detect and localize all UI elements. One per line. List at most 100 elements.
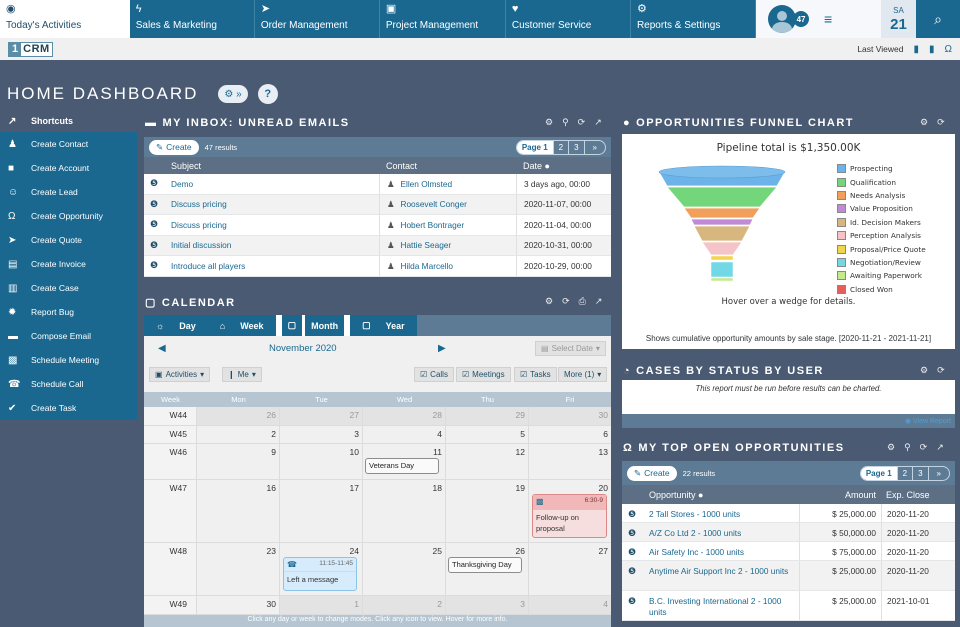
holiday-event[interactable]: Thanksgiving Day [448,557,522,573]
gear-icon[interactable]: ⚙ [887,442,896,452]
calendar-day[interactable]: 4 [529,596,611,614]
nav-tab-sales-marketing[interactable]: ϟ Sales & Marketing [130,0,255,38]
document-icon[interactable]: ▮ [929,43,935,55]
refresh-icon[interactable]: ⟳ [562,296,570,306]
next-month-button[interactable]: ▶ [438,343,446,354]
column-subject[interactable]: Subject [171,160,202,171]
create-opportunity-button[interactable]: ✎ Create [627,465,677,481]
info-icon[interactable]: ❺ [627,509,637,519]
calendar-day[interactable]: 26 Thanksgiving Day [446,543,529,595]
refresh-icon[interactable]: ⟳ [937,365,945,375]
calendar-day[interactable]: 17 [280,480,363,542]
more-pages-button[interactable]: » [592,142,597,152]
sidebar-item-schedule-call[interactable]: ☎ Schedule Call [8,378,84,390]
calendar-day[interactable]: 26 [197,407,280,425]
info-icon[interactable]: ❺ [627,528,637,538]
search-icon[interactable]: ⚲ [562,117,569,127]
page-2-button[interactable]: 2 [898,466,914,480]
more-dropdown[interactable]: More (1) ▾ [558,367,608,382]
sidebar-item-compose-email[interactable]: ▬ Compose Email [8,330,91,342]
gear-icon[interactable]: ⚙ [920,117,929,127]
sidebar-item-create-contact[interactable]: ♟ Create Contact [8,138,89,150]
column-contact[interactable]: Contact [386,160,418,171]
calendar-day[interactable]: 23 [197,543,280,595]
nav-tab-reports-settings[interactable]: ⚙ Reports & Settings [631,0,757,38]
nav-tab-customer-service[interactable]: ♥ Customer Service [506,0,631,38]
calendar-day[interactable]: 9 [197,444,280,479]
funnel-graphic[interactable] [657,162,787,292]
notification-badge[interactable]: 47 [792,10,811,28]
nav-tab-todays-activities[interactable]: ◉ Today's Activities [0,0,130,38]
page-3-button[interactable]: 3 [569,140,585,154]
search-icon[interactable]: ⌕ [916,0,960,38]
week-number[interactable]: W44 [144,407,197,425]
column-date[interactable]: Date ● [523,160,550,171]
dashboard-settings-button[interactable]: ⚙ » [218,85,248,103]
calendar-day[interactable]: 13 [598,447,608,457]
calendar-day[interactable]: 28 [363,407,446,425]
calendar-day[interactable]: 6 [603,429,608,439]
calendar-day[interactable]: 24 ☎ 11:15-11:45 Left a message [280,543,363,595]
week-number[interactable]: W46 [144,444,197,479]
calendar-day[interactable]: 5 [446,426,529,443]
calendar-day[interactable]: 30 [529,407,611,425]
sidebar-item-create-task[interactable]: ✔ Create Task [8,402,77,414]
calendar-day[interactable]: 3 [280,426,363,443]
page-2-button[interactable]: 2 [554,140,570,154]
more-pages-button[interactable]: » [936,468,941,478]
calendar-day[interactable]: 16 [197,480,280,542]
document-icon[interactable]: ▮ [913,43,919,55]
tab-year[interactable]: ▢ Year [350,315,417,336]
gear-icon[interactable]: ⚙ [920,365,929,375]
help-button[interactable]: ? [257,84,278,104]
sidebar-item-create-invoice[interactable]: ▤ Create Invoice [8,258,86,270]
tab-month[interactable]: ▢ Month [275,315,351,336]
calendar-day[interactable]: 2 [197,426,280,443]
calendar-day[interactable]: 27 [598,546,608,556]
calendar-day[interactable]: 20 ▩ 6:30-9 Follow-up on proposal [529,480,611,542]
tasks-toggle[interactable]: ☑ Tasks [514,367,557,382]
nav-tab-project-management[interactable]: ▣ Project Management [380,0,506,38]
week-number[interactable]: W49 [144,596,197,614]
sidebar-item-create-case[interactable]: ▥ Create Case [8,282,79,294]
nav-tab-order-management[interactable]: ➤ Order Management [255,0,380,38]
prev-month-button[interactable]: ◀ [158,343,166,354]
calendar-day[interactable]: 12 [446,444,529,479]
info-icon[interactable]: ❺ [149,198,159,209]
week-number[interactable]: W45 [144,426,197,443]
print-icon[interactable]: ⎙ [578,296,586,306]
sidebar-item-create-lead[interactable]: ☺ Create Lead [8,186,78,198]
user-filter-dropdown[interactable]: ❙ Me ▾ [222,367,262,382]
refresh-icon[interactable]: ⟳ [577,117,586,127]
info-icon[interactable]: ❺ [627,547,637,557]
info-icon[interactable]: ❺ [149,178,159,189]
avatar[interactable] [768,5,797,33]
call-event[interactable]: ☎ 11:15-11:45 Left a message [283,557,357,591]
calendar-day[interactable]: 18 [363,480,446,542]
page-1-button[interactable]: Page 1 [516,140,554,154]
activities-dropdown[interactable]: ▣ Activities ▾ [149,367,211,382]
external-link-icon[interactable]: ↗ [594,117,602,127]
page-3-button[interactable]: 3 [913,466,929,480]
page-1-button[interactable]: Page 1 [860,466,898,480]
calendar-day[interactable]: 11 Veterans Day [363,444,446,479]
select-date-button[interactable]: ▤ Select Date ▾ [535,341,606,356]
last-viewed-label[interactable]: Last Viewed [857,44,904,54]
calendar-day[interactable]: 27 [280,407,363,425]
sidebar-item-create-account[interactable]: ■ Create Account [8,162,90,174]
info-icon[interactable]: ❺ [627,596,637,606]
calls-toggle[interactable]: ☑ Calls [414,367,454,382]
refresh-icon[interactable]: ⟳ [919,442,928,452]
calendar-day[interactable]: 4 [363,426,446,443]
hamburger-menu-icon[interactable]: ≡ [824,11,833,27]
week-number[interactable]: W47 [144,480,197,542]
holiday-event[interactable]: Veterans Day [365,458,439,474]
calendar-day[interactable]: 30 [197,596,280,614]
calendar-day[interactable]: 3 [446,596,529,614]
sidebar-item-schedule-meeting[interactable]: ▩ Schedule Meeting [8,354,100,366]
external-link-icon[interactable]: ↗ [594,296,603,306]
week-number[interactable]: W48 [144,543,197,595]
calendar-day[interactable]: 1 [280,596,363,614]
column-exp-close[interactable]: Exp. Close [886,489,930,500]
meeting-event[interactable]: ▩ 6:30-9 Follow-up on proposal [532,494,607,538]
